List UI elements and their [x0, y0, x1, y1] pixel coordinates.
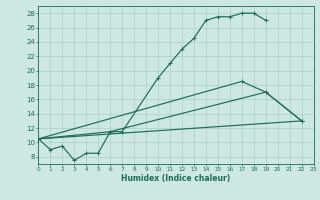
X-axis label: Humidex (Indice chaleur): Humidex (Indice chaleur)	[121, 174, 231, 183]
